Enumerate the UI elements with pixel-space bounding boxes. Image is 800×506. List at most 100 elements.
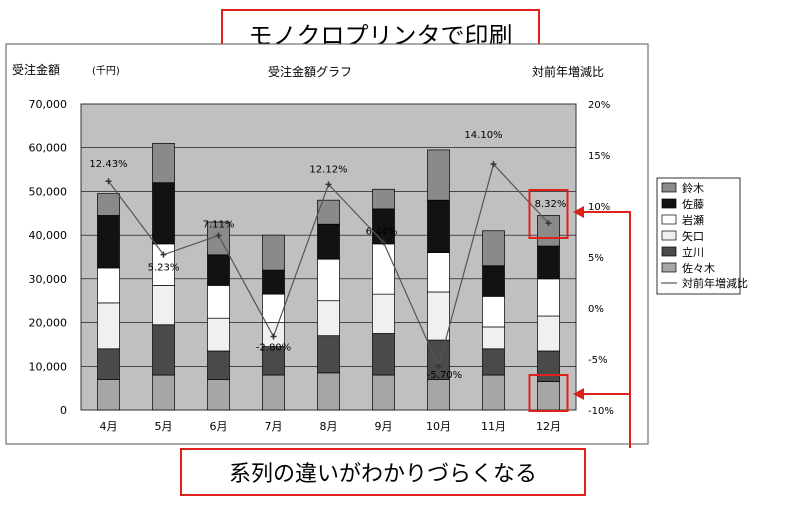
bar-segment [152,142,175,184]
bar-segment [537,278,560,317]
line-point [545,220,552,227]
data-label: -5.70% [427,370,462,381]
bar-segment [372,333,395,376]
bar-segment [537,215,560,247]
bar-segment [427,149,450,201]
line-point [325,181,332,188]
bar-segment [537,350,560,382]
data-label: 8.32% [535,199,567,210]
legend-label: 立川 [682,245,704,259]
bar-segment [152,285,175,326]
line-point [215,232,222,239]
legend-label: 矢口 [682,229,704,243]
highlight-box-bottom [528,374,569,412]
bar-segment [482,374,505,411]
legend-label: 佐々木 [682,261,715,275]
legend-label: 岩瀬 [682,213,704,227]
y-tick-label: 50,000 [29,185,68,198]
bar-segment [537,315,560,352]
y2-axis-title: 対前年増減比 [532,64,604,79]
y-tick-label: 0 [60,404,67,417]
data-label: 7.11% [203,219,235,230]
y2-tick-label: 0% [588,304,604,315]
line-point [105,178,112,185]
bottom-callout: 系列の違いがわかりづらくなる [180,448,586,496]
legend-swatch [661,182,677,193]
x-tick-label: 12月 [536,420,561,433]
line-point [160,251,167,258]
bar-segment [317,335,340,374]
bar-segment [152,182,175,245]
bar-segment [482,348,505,376]
y2-tick-label: -5% [588,355,607,366]
bar-segment [262,293,285,323]
bar-segment [482,295,505,328]
line-point [270,333,277,340]
bar-segment [262,269,285,295]
y-axis-unit: (千円) [92,65,120,77]
x-tick-label: 8月 [320,420,338,433]
bar-segment [207,254,230,286]
data-label: 12.43% [89,159,127,170]
y-tick-label: 30,000 [29,273,68,286]
y2-tick-label: 20% [588,100,610,111]
y2-tick-label: 10% [588,202,610,213]
legend-swatch [661,262,677,273]
data-label: -2.80% [256,343,291,354]
bar-segment [317,223,340,260]
bar-segment [97,193,120,216]
bar-segment [427,291,450,341]
y2-tick-label: 5% [588,253,604,264]
bar-segment [97,302,120,350]
bar-segment [537,245,560,280]
data-label: 12.12% [309,164,347,175]
bar-segment [427,252,450,293]
bar-segment [372,243,395,295]
bar-segment [317,199,340,225]
y-tick-label: 10,000 [29,360,68,373]
bar-segment [262,234,285,271]
bar-segment [427,379,450,411]
y-tick-label: 70,000 [29,98,68,111]
legend-swatch [661,198,677,209]
bar-segment [152,374,175,411]
data-label: 14.10% [464,130,502,141]
x-tick-label: 6月 [210,420,228,433]
x-tick-label: 7月 [265,420,283,433]
bar-segment [482,230,505,267]
bar-segment [317,258,340,302]
bar-segment [262,374,285,411]
data-label: 5.23% [148,263,180,274]
data-label: 6.44% [366,226,398,237]
line-point [380,239,387,246]
x-tick-label: 4月 [100,420,118,433]
y2-tick-label: -10% [588,406,614,417]
line-point [490,161,497,168]
bar-segment [317,300,340,337]
legend-swatch [661,214,677,225]
y2-tick-label: 15% [588,151,610,162]
x-tick-label: 10月 [426,420,451,433]
bar-segment [97,267,120,304]
bar-segment [427,199,450,253]
bar-segment [207,350,230,380]
arrow-head-top [573,206,584,218]
bar-segment [372,188,395,210]
highlight-box-top [528,189,569,239]
bar-segment [207,285,230,319]
y-tick-label: 60,000 [29,142,68,155]
annotations [528,189,631,448]
arrow-head-bottom [573,388,584,400]
x-tick-label: 9月 [375,420,393,433]
bar-segment [482,326,505,350]
bar-segment [207,317,230,352]
y-axis-title: 受注金額 [12,62,60,77]
bar-segment [97,348,120,380]
legend-swatch [661,230,677,241]
connector-line [582,211,631,395]
bar-segment [372,374,395,411]
legend-label: 鈴木 [682,181,704,195]
legend-swatch [661,246,677,257]
